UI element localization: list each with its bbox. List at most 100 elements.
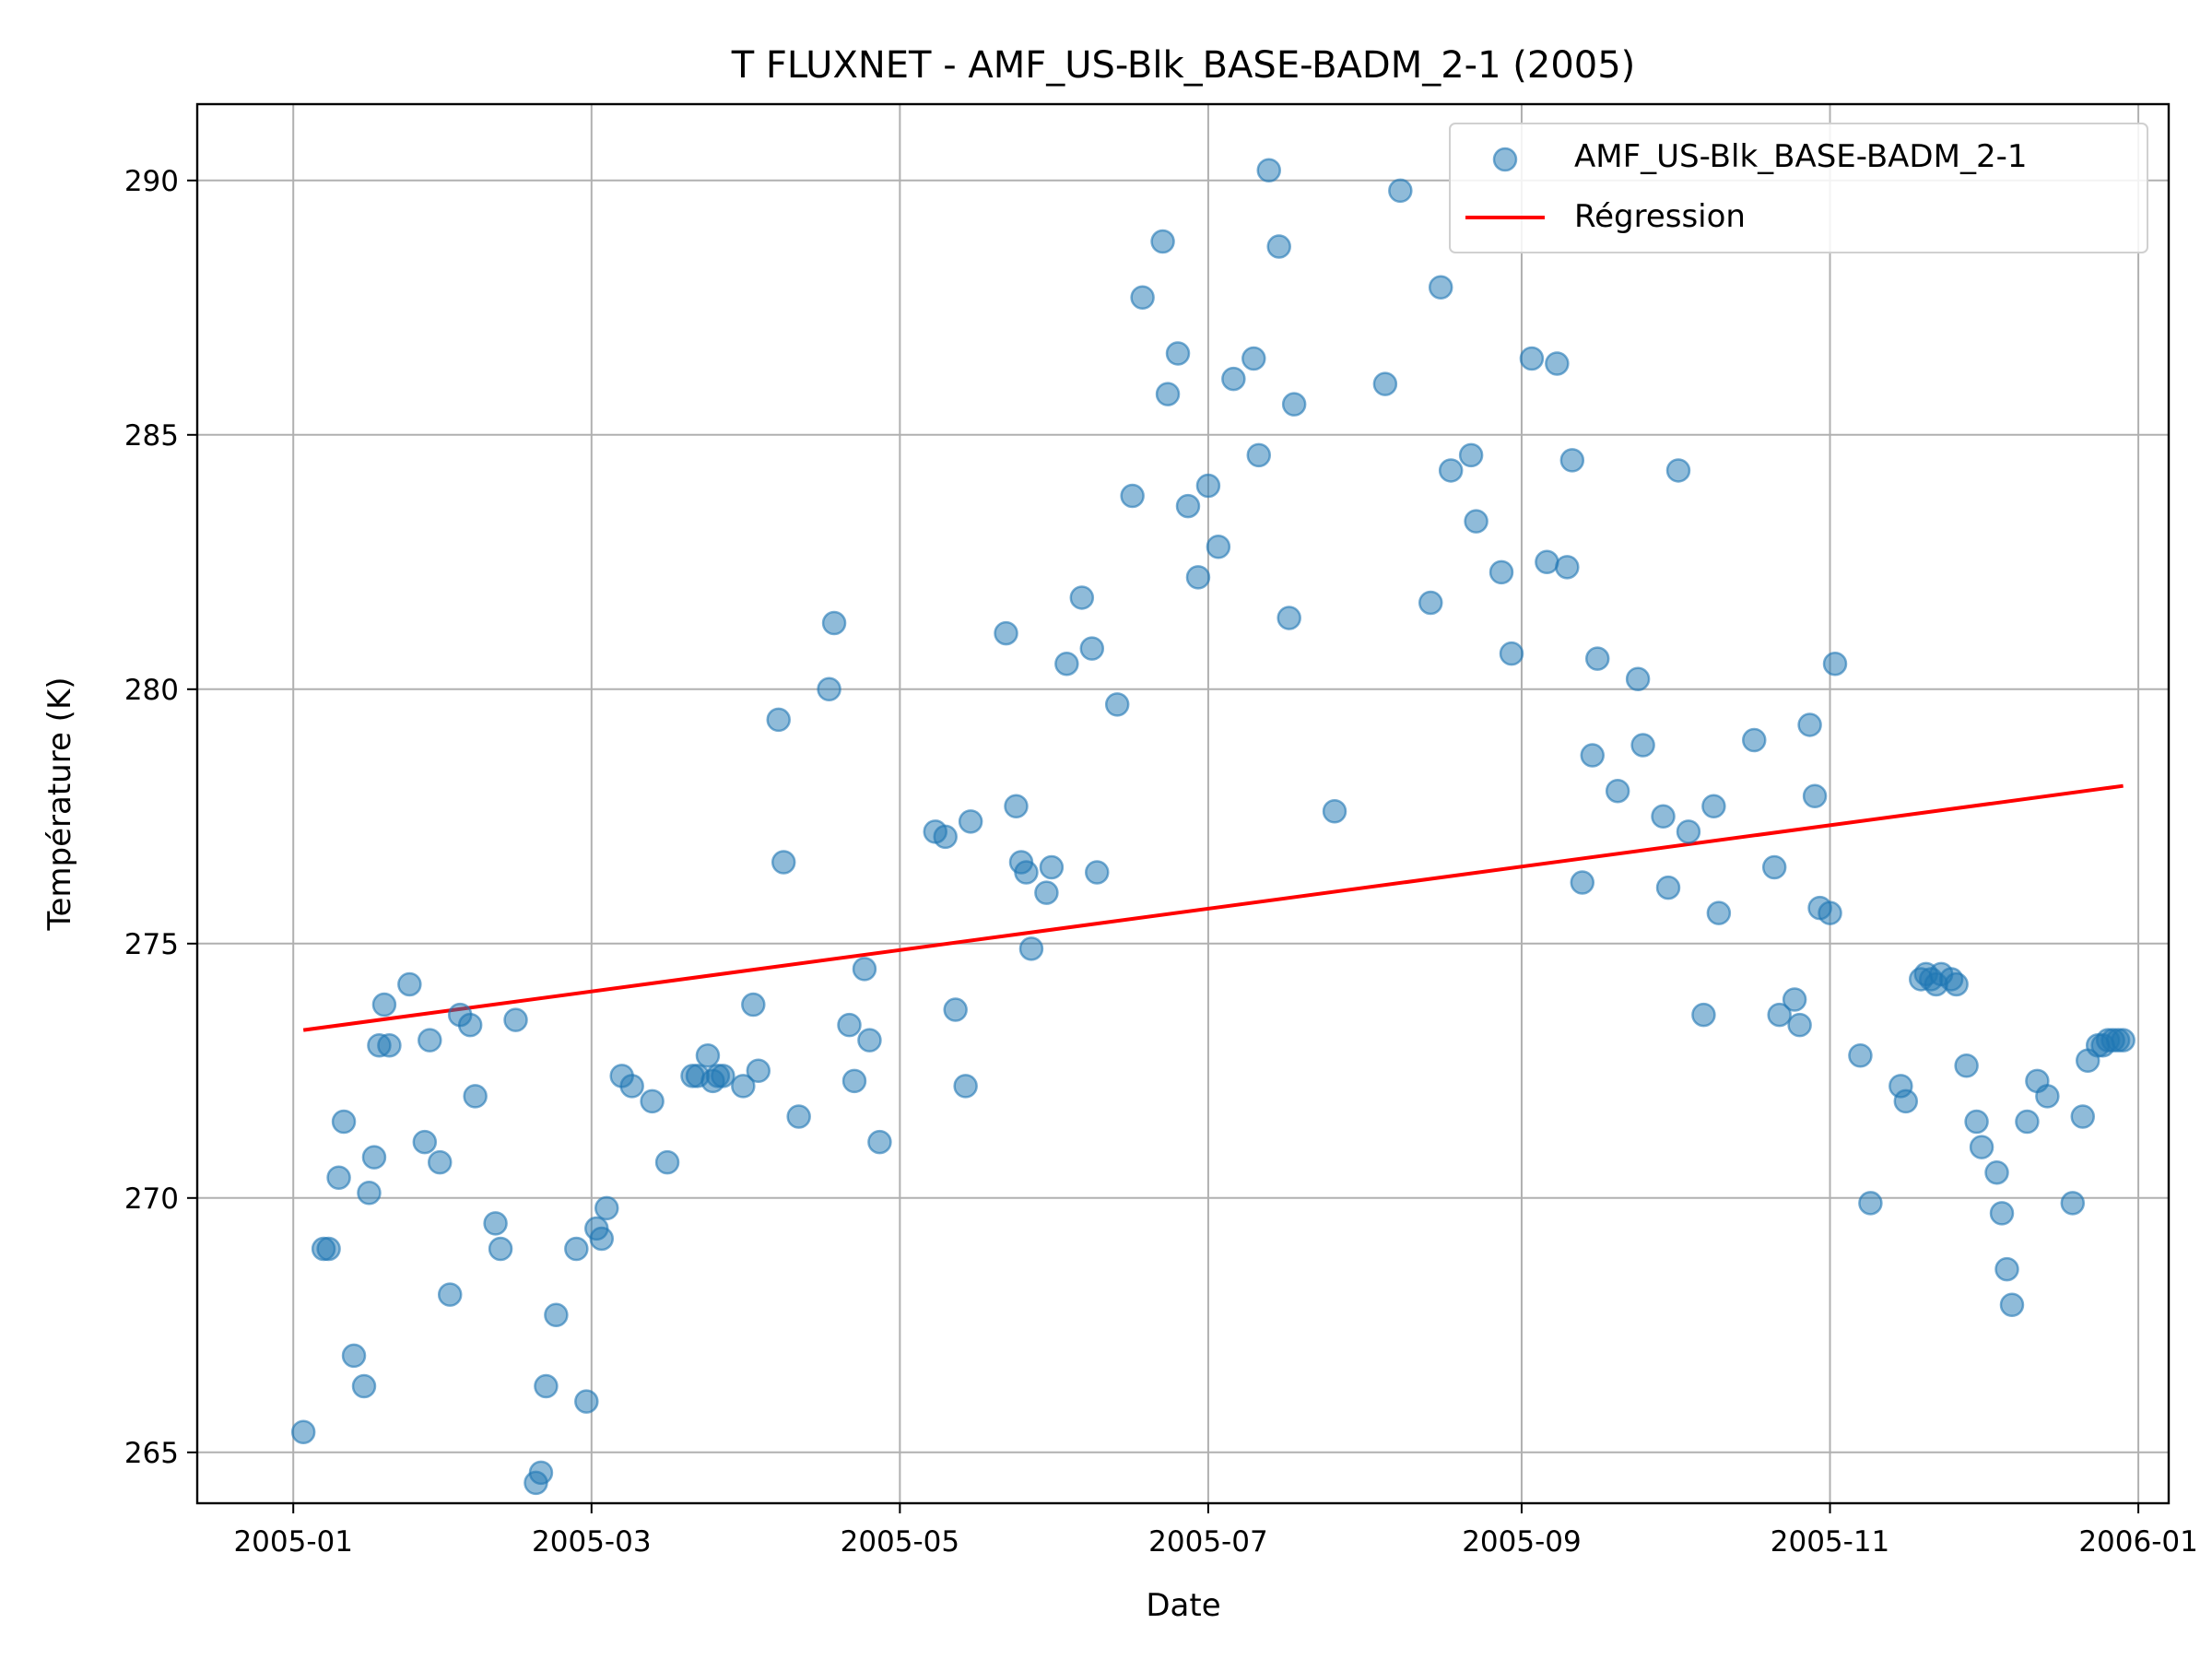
- data-point: [1104, 692, 1130, 717]
- data-point: [1858, 1191, 1883, 1216]
- legend-scatter-marker: [1492, 147, 1518, 172]
- data-point: [1989, 1201, 2015, 1226]
- data-point: [1580, 743, 1606, 768]
- data-point: [1742, 727, 1767, 753]
- x-tick-label: 2006-01: [2078, 1525, 2198, 1559]
- data-point: [1438, 458, 1464, 483]
- data-point: [2015, 1109, 2040, 1135]
- data-point: [943, 997, 968, 1022]
- data-point: [841, 1068, 867, 1094]
- data-point: [746, 1058, 771, 1084]
- data-point: [1787, 1012, 1812, 1038]
- data-point: [1999, 1292, 2025, 1317]
- y-axis-label: Température (K): [41, 677, 78, 931]
- data-point: [463, 1084, 488, 1109]
- y-tick-label: 285: [124, 419, 179, 453]
- regression-layer: [302, 783, 2124, 1032]
- data-point: [1221, 366, 1246, 392]
- data-point: [1630, 733, 1655, 758]
- data-point: [1069, 585, 1095, 610]
- y-tick-label: 270: [124, 1182, 179, 1216]
- data-point: [528, 1460, 554, 1486]
- data-point: [290, 1419, 316, 1444]
- data-point: [1039, 854, 1065, 880]
- x-tick-label: 2005-11: [1771, 1525, 1890, 1559]
- data-point: [594, 1195, 619, 1221]
- data-point: [1893, 1088, 1919, 1114]
- data-point: [1418, 590, 1443, 616]
- data-point: [1120, 483, 1145, 509]
- data-point: [1706, 900, 1732, 925]
- data-point: [1428, 275, 1453, 300]
- data-point: [1519, 346, 1545, 371]
- data-point: [994, 620, 1018, 646]
- data-point: [1584, 646, 1610, 671]
- plot-frame: [195, 102, 2171, 1505]
- data-point: [771, 850, 796, 875]
- data-point: [1994, 1256, 2019, 1282]
- data-point: [1464, 509, 1488, 534]
- data-point: [488, 1236, 513, 1262]
- data-point: [544, 1302, 569, 1328]
- data-point: [1322, 799, 1347, 824]
- data-point: [1388, 178, 1413, 204]
- data-point: [1625, 666, 1651, 692]
- data-point: [1535, 549, 1559, 575]
- x-tick-label: 2005-05: [841, 1525, 960, 1559]
- data-point: [1130, 285, 1155, 311]
- data-point: [711, 1064, 735, 1088]
- data-point: [534, 1373, 559, 1399]
- data-point: [564, 1236, 589, 1262]
- data-point: [2111, 1028, 2136, 1053]
- data-point: [1782, 987, 1807, 1012]
- data-point: [1206, 534, 1231, 559]
- legend-box: [1449, 123, 2148, 253]
- data-point: [1085, 860, 1110, 885]
- data-point: [351, 1373, 377, 1399]
- data-point: [1266, 234, 1291, 259]
- data-point: [1195, 473, 1221, 499]
- chart-title: T FLUXNET - AMF_US-Blk_BASE-BADM_2-1 (20…: [731, 44, 1636, 87]
- axis-ticks: 2005-01 2005-03 2005-05 2005-07 2005-09 2005-…: [124, 165, 2198, 1559]
- data-point: [1277, 606, 1301, 630]
- data-point: [412, 1129, 438, 1155]
- data-point: [1797, 712, 1822, 737]
- data-point: [741, 992, 766, 1018]
- scatter-points: [290, 158, 2136, 1496]
- data-point: [457, 1012, 483, 1038]
- data-point: [2060, 1191, 2086, 1216]
- regression-line: [302, 783, 2124, 1032]
- legend-label-regression: Régression: [1574, 198, 1746, 235]
- data-point: [1185, 565, 1211, 590]
- grid-lines: [197, 104, 2169, 1503]
- data-point: [695, 1042, 721, 1068]
- data-point: [1605, 778, 1630, 804]
- legend: AMF_US-Blk_BASE-BADM_2-1 Régression: [1449, 123, 2148, 253]
- data-point: [1018, 936, 1044, 961]
- data-point: [654, 1149, 680, 1175]
- data-point: [589, 1226, 615, 1252]
- data-point: [2035, 1084, 2060, 1109]
- data-point: [1488, 559, 1514, 585]
- data-point: [766, 707, 791, 733]
- data-point: [786, 1104, 811, 1129]
- data-point: [1559, 448, 1585, 473]
- data-point: [1014, 860, 1039, 885]
- y-tick-label: 290: [124, 165, 179, 198]
- data-point: [1054, 651, 1079, 677]
- data-point: [953, 1074, 978, 1099]
- data-point: [1079, 636, 1105, 661]
- x-tick-label: 2005-09: [1462, 1525, 1582, 1559]
- data-point: [933, 824, 958, 850]
- data-point: [341, 1343, 367, 1369]
- data-point: [418, 1028, 442, 1053]
- data-point: [377, 1032, 402, 1058]
- data-point: [1818, 900, 1842, 925]
- data-point: [1499, 641, 1524, 666]
- y-tick-label: 265: [124, 1437, 179, 1470]
- data-point: [1676, 819, 1701, 844]
- data-point: [2070, 1104, 2096, 1129]
- data-point: [1691, 1002, 1716, 1028]
- data-point: [1241, 346, 1266, 371]
